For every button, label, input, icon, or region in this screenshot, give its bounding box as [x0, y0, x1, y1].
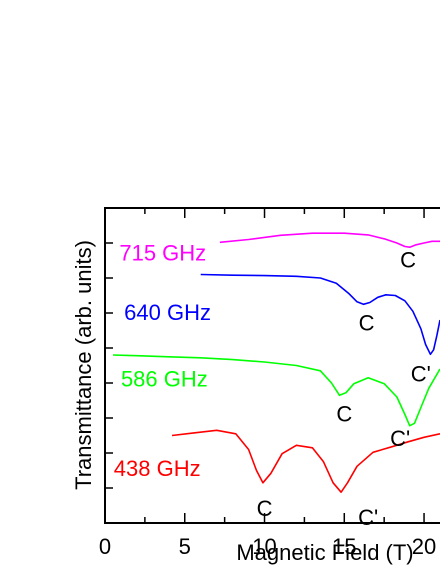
y-axis-label: Transmittance (arb. units)	[71, 240, 96, 490]
labels-layer: 715 GHz 640 GHz 586 GHz 438 GHz	[114, 241, 211, 481]
series-label: 586 GHz	[121, 367, 208, 392]
mode-annotation: C'	[390, 426, 410, 451]
series-label: 640 GHz	[124, 300, 211, 325]
series-line-3	[171, 429, 440, 493]
mode-annotation: C	[400, 248, 416, 273]
axes-frame	[104, 207, 440, 524]
series-line-1	[200, 273, 440, 356]
ticks-layer: 0 5 10 15 20	[99, 208, 436, 559]
series-line-2	[112, 354, 440, 427]
x-tick-label: 0	[99, 534, 111, 559]
mode-annotation: C'	[411, 361, 431, 386]
x-tick-label: 15	[332, 534, 356, 559]
x-axis-label: Magnetic Field (T)	[236, 540, 413, 565]
x-tick-label: 10	[252, 534, 276, 559]
series-label: 715 GHz	[119, 241, 206, 266]
mode-annotation: C	[336, 402, 352, 427]
series-label: 438 GHz	[114, 456, 201, 481]
mode-annotation: C'	[358, 505, 378, 530]
mode-annotation: C	[257, 496, 273, 521]
series-layer	[112, 232, 440, 493]
annotations-layer: C C C' C C' C C'	[257, 248, 431, 530]
x-tick-label: 20	[412, 534, 436, 559]
mode-annotation: C	[359, 311, 375, 336]
series-line-0	[219, 232, 440, 248]
x-tick-label: 5	[179, 534, 191, 559]
